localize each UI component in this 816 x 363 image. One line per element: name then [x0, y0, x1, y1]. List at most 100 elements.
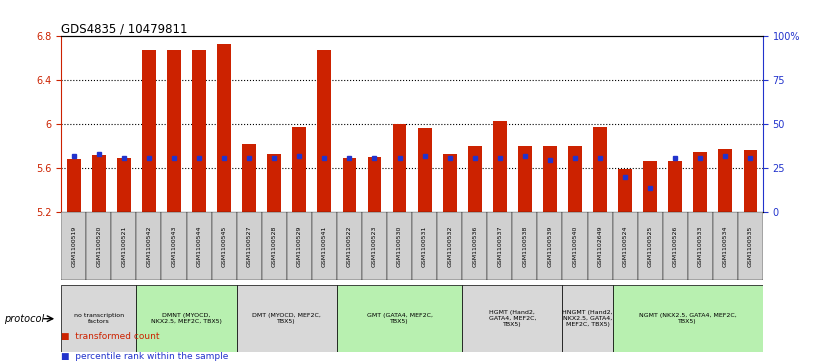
Bar [86, 212, 111, 280]
Bar [217, 44, 231, 212]
Text: GSM1100540: GSM1100540 [573, 225, 578, 266]
Bar [268, 154, 282, 212]
Text: GSM1100541: GSM1100541 [322, 225, 327, 266]
Bar [392, 124, 406, 212]
Text: GSM1100527: GSM1100527 [246, 225, 251, 267]
Bar [418, 128, 432, 212]
Text: GSM1102649: GSM1102649 [597, 225, 602, 267]
Bar [286, 212, 312, 280]
Bar [367, 157, 381, 212]
Text: DMNT (MYOCD,
NKX2.5, MEF2C, TBX5): DMNT (MYOCD, NKX2.5, MEF2C, TBX5) [151, 313, 222, 324]
Bar [343, 158, 357, 212]
Text: NGMT (NKX2.5, GATA4, MEF2C,
TBX5): NGMT (NKX2.5, GATA4, MEF2C, TBX5) [639, 313, 737, 324]
Text: GSM1100545: GSM1100545 [222, 225, 227, 266]
Bar [337, 212, 362, 280]
Bar [61, 285, 136, 352]
Text: GSM1100536: GSM1100536 [472, 225, 477, 266]
Bar [713, 212, 738, 280]
Bar [167, 49, 181, 212]
Bar [92, 155, 106, 212]
Bar [242, 144, 256, 212]
Bar [61, 212, 86, 280]
Bar [619, 170, 632, 212]
Text: GSM1100534: GSM1100534 [723, 225, 728, 267]
Text: GSM1100533: GSM1100533 [698, 225, 703, 267]
Text: HNGMT (Hand2,
NKX2.5, GATA4,
MEF2C, TBX5): HNGMT (Hand2, NKX2.5, GATA4, MEF2C, TBX5… [562, 310, 613, 327]
Bar [637, 212, 663, 280]
Bar [538, 212, 562, 280]
Bar [512, 212, 538, 280]
Text: GSM1100519: GSM1100519 [71, 225, 76, 266]
Bar [337, 285, 462, 352]
Bar [568, 146, 582, 212]
Text: GSM1100520: GSM1100520 [96, 225, 101, 266]
Text: GSM1100521: GSM1100521 [122, 225, 126, 266]
Bar [462, 212, 487, 280]
Text: GSM1100535: GSM1100535 [748, 225, 753, 266]
Bar [187, 212, 211, 280]
Bar [443, 154, 457, 212]
Text: GSM1100525: GSM1100525 [648, 225, 653, 266]
Text: GSM1100542: GSM1100542 [146, 225, 152, 267]
Bar [192, 49, 206, 212]
Text: GSM1100537: GSM1100537 [497, 225, 503, 267]
Bar [162, 212, 187, 280]
Bar [462, 285, 562, 352]
Bar [487, 212, 512, 280]
Bar [111, 212, 136, 280]
Text: GSM1100526: GSM1100526 [672, 225, 678, 266]
Text: GSM1100523: GSM1100523 [372, 225, 377, 267]
Bar [613, 285, 763, 352]
Bar [613, 212, 637, 280]
Bar [67, 159, 81, 212]
Bar [562, 285, 613, 352]
Text: no transcription
factors: no transcription factors [73, 313, 124, 324]
Text: DMT (MYOCD, MEF2C,
TBX5): DMT (MYOCD, MEF2C, TBX5) [252, 313, 322, 324]
Bar [468, 146, 481, 212]
Bar [237, 212, 262, 280]
Bar [562, 212, 588, 280]
Bar [136, 285, 237, 352]
Bar [117, 158, 131, 212]
Bar [588, 212, 613, 280]
Bar [362, 212, 387, 280]
Bar [142, 49, 156, 212]
Bar [312, 212, 337, 280]
Text: protocol: protocol [4, 314, 44, 324]
Text: GSM1100543: GSM1100543 [171, 225, 176, 267]
Bar [292, 127, 306, 212]
Text: ■  transformed count: ■ transformed count [61, 332, 160, 341]
Bar [136, 212, 162, 280]
Bar [317, 49, 331, 212]
Bar [237, 285, 337, 352]
Bar [493, 121, 507, 212]
Text: GSM1100531: GSM1100531 [422, 225, 427, 266]
Text: ■  percentile rank within the sample: ■ percentile rank within the sample [61, 352, 228, 361]
Text: GSM1100532: GSM1100532 [447, 225, 452, 267]
Bar [668, 161, 682, 212]
Text: GMT (GATA4, MEF2C,
TBX5): GMT (GATA4, MEF2C, TBX5) [366, 313, 432, 324]
Bar [738, 212, 763, 280]
Bar [412, 212, 437, 280]
Bar [518, 146, 532, 212]
Text: GSM1100529: GSM1100529 [297, 225, 302, 267]
Text: GSM1100528: GSM1100528 [272, 225, 277, 266]
Text: GSM1100538: GSM1100538 [522, 225, 527, 266]
Bar [688, 212, 713, 280]
Text: GSM1100522: GSM1100522 [347, 225, 352, 267]
Bar [694, 152, 707, 212]
Text: GSM1100524: GSM1100524 [623, 225, 628, 267]
Bar [743, 150, 757, 212]
Text: GDS4835 / 10479811: GDS4835 / 10479811 [61, 22, 188, 35]
Text: GSM1100544: GSM1100544 [197, 225, 202, 267]
Bar [262, 212, 286, 280]
Text: GSM1100539: GSM1100539 [548, 225, 552, 267]
Text: HGMT (Hand2,
GATA4, MEF2C,
TBX5): HGMT (Hand2, GATA4, MEF2C, TBX5) [489, 310, 536, 327]
Bar [387, 212, 412, 280]
Bar [543, 146, 557, 212]
Text: GSM1100530: GSM1100530 [397, 225, 402, 266]
Bar [643, 161, 657, 212]
Bar [437, 212, 462, 280]
Bar [718, 148, 732, 212]
Bar [211, 212, 237, 280]
